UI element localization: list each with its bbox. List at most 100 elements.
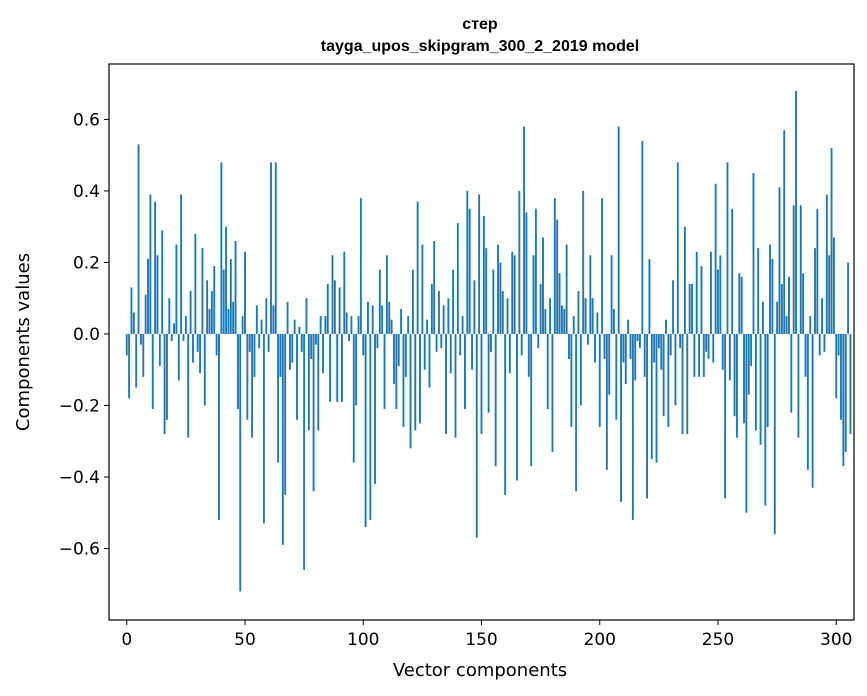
bar-188 xyxy=(570,333,573,427)
bar-190 xyxy=(575,333,578,492)
bar-13 xyxy=(156,255,159,334)
bar-100 xyxy=(362,333,365,356)
bar-253 xyxy=(724,333,727,499)
bar-261 xyxy=(743,333,745,424)
bar-145 xyxy=(468,208,471,334)
bar-137 xyxy=(449,333,452,374)
bar-172 xyxy=(532,255,535,334)
bar-254 xyxy=(726,162,729,334)
bar-72 xyxy=(296,333,298,420)
bar-293 xyxy=(818,333,821,356)
bar-3 xyxy=(132,312,135,334)
bar-146 xyxy=(471,333,473,370)
bar-54 xyxy=(253,333,256,377)
bar-270 xyxy=(764,333,767,506)
bar-170 xyxy=(527,333,530,377)
bar-9 xyxy=(147,258,149,334)
bar-61 xyxy=(270,162,272,334)
bar-259 xyxy=(738,273,741,334)
bar-35 xyxy=(208,308,211,334)
bar-189 xyxy=(572,316,575,334)
bar-139 xyxy=(454,333,457,438)
bar-125 xyxy=(421,244,424,334)
bar-42 xyxy=(225,226,228,334)
bar-56 xyxy=(258,333,261,349)
bar-239 xyxy=(691,283,693,334)
bar-40 xyxy=(220,162,223,334)
bar-95 xyxy=(350,316,353,334)
y-axis-label: Components values xyxy=(13,253,34,431)
bar-257 xyxy=(733,333,736,417)
bar-92 xyxy=(343,251,346,334)
bar-135 xyxy=(445,333,447,435)
bar-101 xyxy=(364,333,367,528)
bar-282 xyxy=(792,205,795,334)
bar-255 xyxy=(728,333,731,381)
bar-59 xyxy=(265,298,268,334)
bar-292 xyxy=(816,208,819,334)
bar-19 xyxy=(170,333,173,342)
y-axis: −0.6 −0.4 −0.2 0.0 0.2 0.4 0.6 xyxy=(59,110,109,559)
bar-31 xyxy=(199,333,201,374)
bar-200 xyxy=(598,333,601,427)
bar-87 xyxy=(331,255,334,334)
bar-247 xyxy=(709,251,712,334)
bar-211 xyxy=(624,333,627,385)
bar-232 xyxy=(674,333,677,406)
bar-83 xyxy=(322,333,324,374)
bar-225 xyxy=(657,333,660,349)
bar-235 xyxy=(681,333,684,435)
bar-178 xyxy=(546,333,549,410)
bar-22 xyxy=(177,333,180,381)
bar-294 xyxy=(821,298,824,334)
bar-177 xyxy=(544,308,547,334)
bar-126 xyxy=(423,333,426,370)
bar-260 xyxy=(740,276,743,334)
bar-14 xyxy=(158,333,161,367)
bar-303 xyxy=(842,333,845,467)
bar-171 xyxy=(530,333,533,467)
bar-63 xyxy=(274,162,277,334)
bar-192 xyxy=(579,333,582,406)
bar-58 xyxy=(262,333,265,524)
bar-8 xyxy=(144,294,147,334)
bar-88 xyxy=(333,280,336,334)
bar-204 xyxy=(608,333,611,395)
bar-220 xyxy=(646,333,648,499)
bar-80 xyxy=(315,333,317,345)
bar-283 xyxy=(795,90,797,334)
bar-244 xyxy=(702,333,705,377)
bar-205 xyxy=(610,255,613,334)
bar-299 xyxy=(832,237,835,334)
bar-109 xyxy=(383,333,386,410)
bar-24 xyxy=(182,333,185,342)
bar-195 xyxy=(586,333,589,345)
bar-6 xyxy=(139,333,142,345)
y-tick-label: 0.2 xyxy=(73,253,100,273)
bar-131 xyxy=(435,333,438,352)
bar-57 xyxy=(260,319,263,334)
bar-79 xyxy=(312,333,315,492)
bar-55 xyxy=(255,305,258,334)
bar-285 xyxy=(799,205,802,334)
bar-97 xyxy=(355,333,358,406)
bar-70 xyxy=(291,333,294,363)
bar-93 xyxy=(345,312,348,334)
bar-274 xyxy=(773,333,776,535)
bar-275 xyxy=(776,301,779,334)
bar-162 xyxy=(508,333,511,374)
bar-297 xyxy=(828,255,831,334)
bar-186 xyxy=(565,244,568,334)
bar-66 xyxy=(281,333,284,545)
bar-119 xyxy=(407,316,410,334)
bar-103 xyxy=(369,333,372,520)
bar-224 xyxy=(655,333,658,463)
bar-32 xyxy=(201,248,204,334)
bar-289 xyxy=(809,316,812,334)
y-tick-label: −0.2 xyxy=(59,396,100,416)
bar-50 xyxy=(244,251,246,334)
x-tick-label: 250 xyxy=(702,630,734,650)
bar-105 xyxy=(374,333,377,485)
bar-33 xyxy=(203,333,206,406)
bar-141 xyxy=(459,333,462,356)
